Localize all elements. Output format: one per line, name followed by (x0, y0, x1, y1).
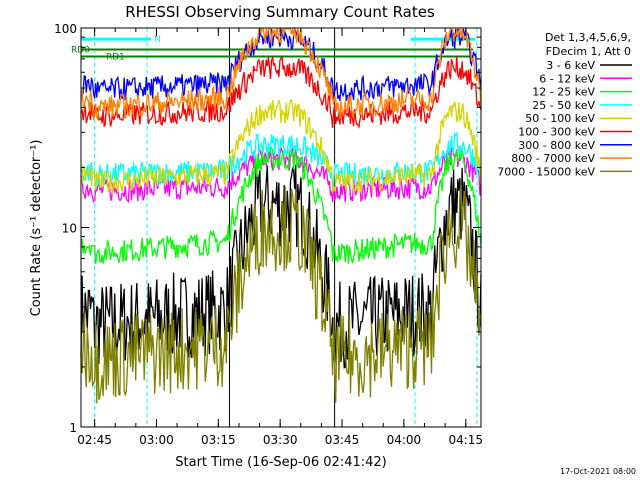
chart-title: RHESSI Observing Summary Count Rates (125, 3, 435, 21)
legend-entry-label: 3 - 6 keV (546, 59, 595, 72)
legend-entry-label: 300 - 800 keV (518, 139, 595, 152)
y-tick-label: 10 (62, 222, 77, 236)
series-line-2 (80, 146, 482, 264)
legend-entry-label: 7000 - 15000 keV (497, 165, 595, 178)
y-axis-label: Count Rate (s⁻¹ detector⁻¹) (29, 140, 44, 317)
legend-entry-label: 25 - 50 keV (532, 99, 595, 112)
series-line-0 (80, 164, 482, 369)
x-axis: 02:45 03:00 03:15 03:30 03:45 04:00 04:15 (77, 28, 483, 447)
legend-entry-label: 100 - 300 keV (518, 126, 595, 139)
y-tick-label: 100 (54, 22, 77, 36)
legend-entry-label: 6 - 12 keV (539, 72, 595, 85)
footer-date: 17-Oct-2021 08:00 (560, 467, 636, 476)
annotation-label-rd1: RD1 (106, 52, 125, 62)
x-tick-label: 02:45 (77, 433, 112, 447)
y-axis: 1 10 100 (54, 22, 481, 435)
legend-entry-label: 800 - 7000 keV (511, 152, 595, 165)
legend-header-line-2: FDecim 1, Att 0 (546, 45, 631, 58)
x-axis-label: Start Time (16-Sep-06 02:41:42) (175, 455, 386, 470)
series-line-7 (80, 27, 482, 122)
series-line-8 (80, 184, 482, 404)
x-tick-label: 03:15 (201, 433, 236, 447)
annotation-label-n: N (154, 35, 161, 45)
series-line-1 (80, 146, 482, 204)
legend-entry-label: 50 - 100 keV (525, 112, 595, 125)
series-line-5 (80, 55, 482, 129)
legend: Det 1,3,4,5,6,9, FDecim 1, Att 0 3 - 6 k… (497, 31, 632, 178)
x-tick-label: 03:30 (263, 433, 298, 447)
legend-header-line-1: Det 1,3,4,5,6,9, (545, 31, 631, 44)
series-line-4 (80, 99, 482, 194)
x-tick-label: 03:45 (325, 433, 360, 447)
x-tick-label: 03:00 (139, 433, 174, 447)
x-tick-label: 04:15 (448, 433, 483, 447)
series-line-3 (80, 130, 482, 190)
x-tick-label: 04:00 (387, 433, 422, 447)
legend-entry-label: 12 - 25 keV (532, 86, 595, 99)
y-tick-label: 1 (69, 421, 77, 435)
